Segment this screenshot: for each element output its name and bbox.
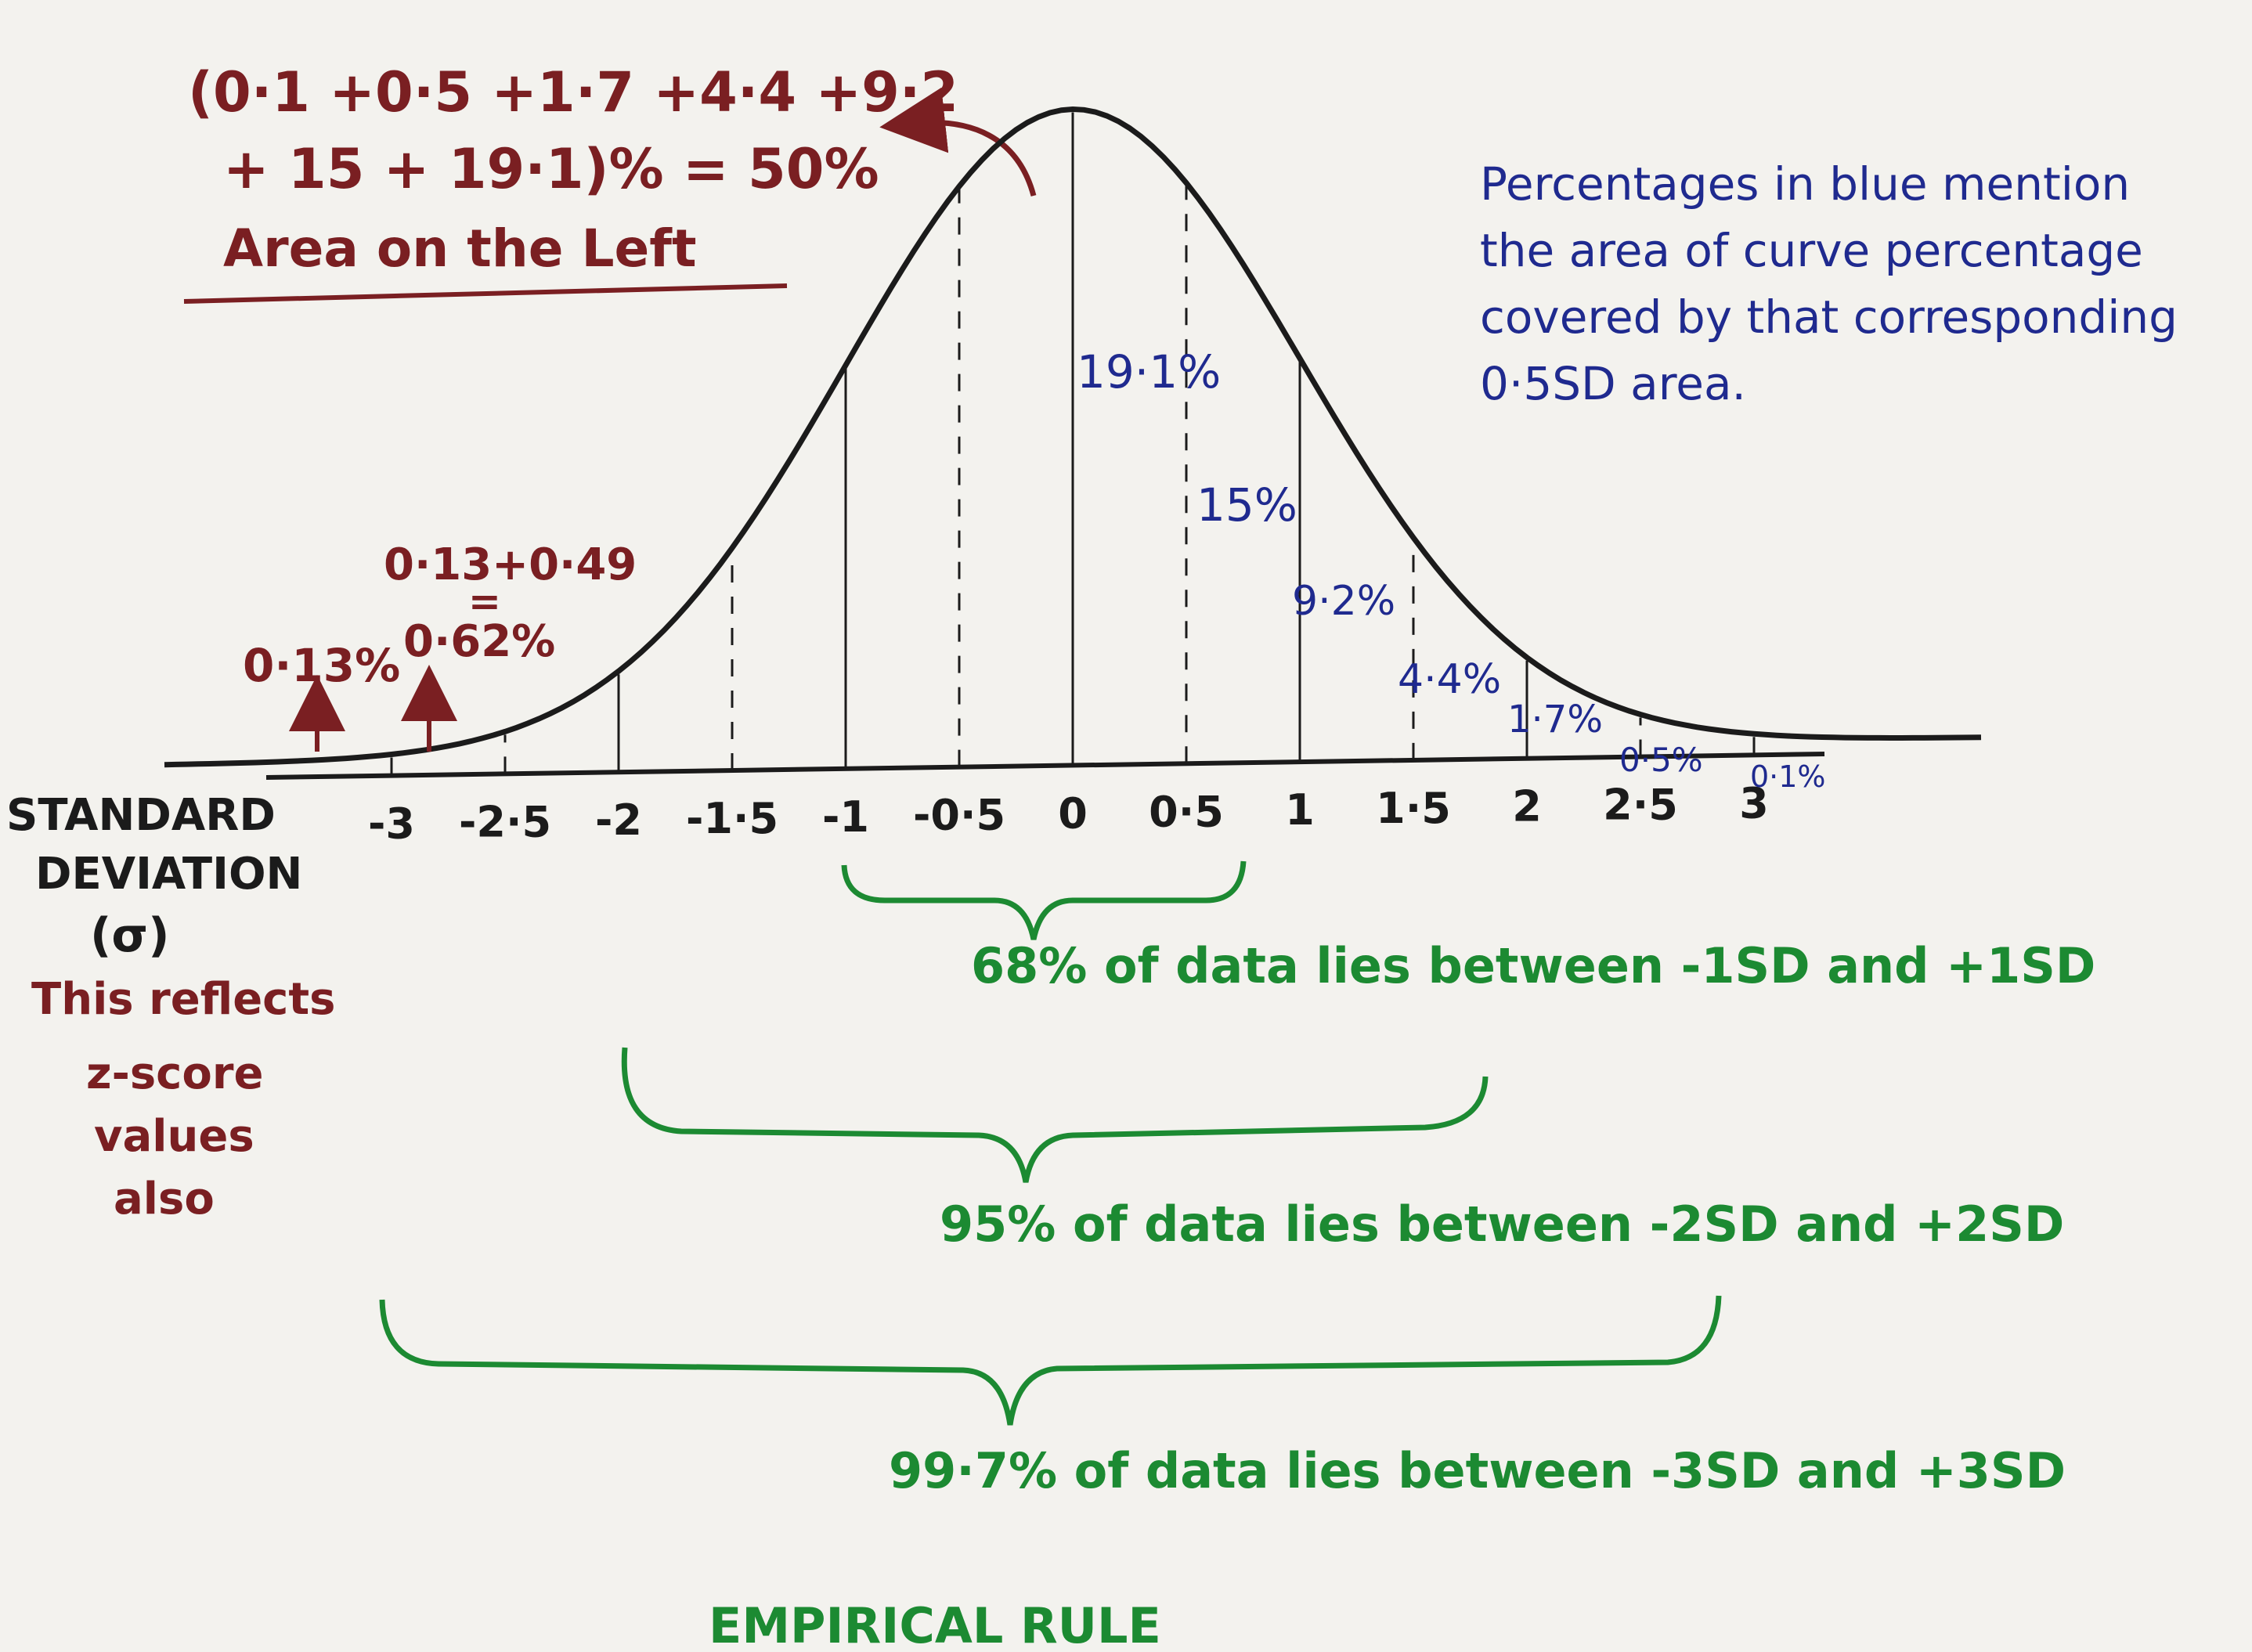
brace-1sd-icon (841, 860, 1247, 940)
area-sum-line1: (0·1 +0·5 +1·7 +4·4 +9·2 (188, 60, 958, 124)
zscore-note-line1: This reflects (31, 974, 335, 1025)
zscore-note-line3: values (94, 1111, 254, 1162)
tail-sum-equals: = (468, 579, 501, 624)
rule-68-text: 68% of data lies between -1SD and +1SD (971, 937, 2095, 994)
axis-title-sigma: (σ) (90, 908, 170, 963)
sd-tick-label: 2 (1512, 782, 1542, 831)
band-pct-2-to-2.5: 1·7% (1507, 698, 1603, 741)
blue-note-line4: 0·5SD area. (1480, 357, 1746, 410)
sd-tick-label: 0·5 (1149, 787, 1224, 836)
sd-tick-label: 1·5 (1376, 784, 1451, 833)
band-pct-1.5-to-2: 4·4% (1398, 656, 1501, 703)
sd-tick-label: -2·5 (459, 797, 551, 846)
sd-tick-label: -0·5 (913, 791, 1005, 840)
tail-pct-label: 0·13% (243, 639, 400, 692)
blue-note-line3: covered by that corresponding (1480, 290, 2178, 344)
area-sum-line2: + 15 + 19·1)% = 50% (223, 137, 879, 201)
left-tail-notes: 0·13% 0·13+0·49 = 0·62% (243, 539, 637, 752)
area-left-label: Area on the Left (223, 218, 697, 279)
tail-sum-result: 0·62% (403, 616, 555, 667)
sd-tick-label: 2·5 (1603, 781, 1678, 830)
sd-tick-label: -3 (368, 799, 415, 849)
band-pct-0-to-0.5: 19·1% (1077, 345, 1221, 399)
sd-tick-label: -1·5 (686, 794, 778, 843)
band-pct-1-to-1.5: 9·2% (1292, 578, 1395, 625)
tail-sum-expression: 0·13+0·49 (384, 539, 637, 590)
sd-tick-label: -2 (595, 795, 642, 845)
rule-95-text: 95% of data lies between -2SD and +2SD (940, 1196, 2064, 1253)
blue-note-line1: Percentages in blue mention (1480, 157, 2130, 211)
sd-divider-lines (390, 112, 1756, 776)
rule-99-7-text: 99·7% of data lies between -3SD and +3SD (889, 1442, 2066, 1499)
bell-curve (164, 106, 1982, 768)
x-axis-line (265, 752, 1825, 780)
blue-explanation-note: Percentages in blue mention the area of … (1480, 157, 2178, 410)
band-pct-0.5-to-1: 15% (1196, 478, 1297, 532)
zscore-note-line4: also (114, 1174, 215, 1225)
brace-3sd-icon (379, 1295, 1722, 1426)
brace-2sd-icon (621, 1047, 1489, 1183)
area-left-underline (183, 283, 788, 304)
band-pct-beyond-3: 0·1% (1750, 759, 1826, 794)
sd-tick-label: 1 (1285, 785, 1315, 835)
sd-tick-label: 3 (1739, 778, 1769, 828)
area-left-note: (0·1 +0·5 +1·7 +4·4 +9·2 + 15 + 19·1)% =… (183, 60, 958, 304)
sd-tick-label: 0 (1058, 788, 1088, 838)
axis-title-block: STANDARD DEVIATION (σ) This reflects z-s… (6, 790, 335, 1225)
arrow-to-mean-icon (879, 87, 1037, 197)
sd-tick-label: -1 (822, 792, 869, 842)
band-percentages: 19·1% 15% 9·2% 4·4% 1·7% 0·5% 0·1% (1077, 345, 1826, 794)
band-pct-2.5-to-3: 0·5% (1619, 741, 1703, 779)
empirical-rule-title: EMPIRICAL RULE (709, 1597, 1161, 1652)
axis-title-deviation: DEVIATION (35, 849, 302, 900)
zscore-note-line2: z-score (86, 1048, 263, 1099)
blue-note-line2: the area of curve percentage (1480, 224, 2143, 277)
sd-tick-labels: -3 -2·5 -2 -1·5 -1 -0·5 0 0·5 1 1·5 2 2·5 3 (368, 778, 1769, 848)
axis-title-standard: STANDARD (6, 790, 276, 841)
normal-curve-chart: -3 -2·5 -2 -1·5 -1 -0·5 0 0·5 1 1·5 2 2·5 3 (164, 106, 1982, 849)
